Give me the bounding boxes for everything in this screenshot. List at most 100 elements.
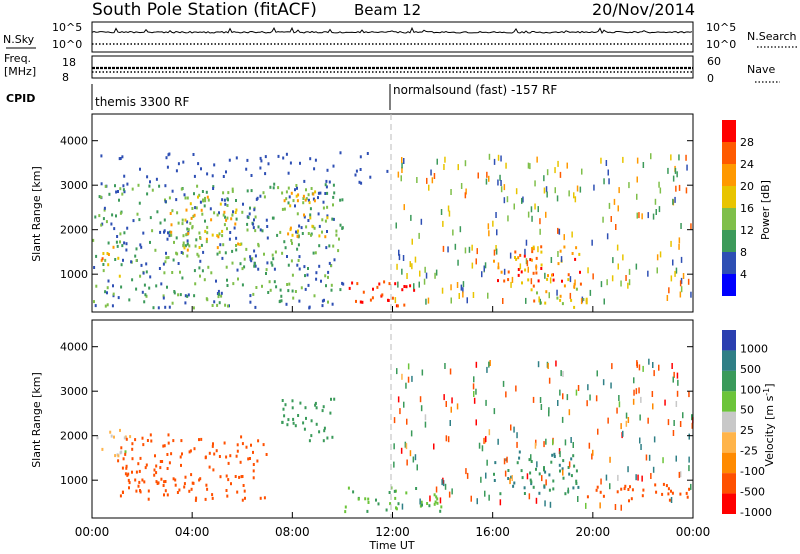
velocity-cell — [292, 417, 295, 421]
power-cell — [299, 161, 301, 165]
power-cell — [312, 197, 315, 201]
power-cell — [164, 305, 167, 309]
power-cell — [181, 222, 184, 226]
power-cell — [256, 196, 259, 200]
velocity-cell — [125, 466, 128, 470]
velocity-cell — [190, 487, 193, 491]
power-cell — [254, 215, 257, 219]
power-cell — [351, 281, 354, 285]
velocity-cell — [572, 486, 575, 490]
velocity-cell — [559, 389, 561, 396]
power-cell — [526, 260, 529, 267]
power-cell — [193, 269, 196, 273]
velocity-colorbar-tick: -25 — [740, 445, 758, 458]
y-tick-label: 2000 — [60, 430, 88, 443]
power-cell — [527, 278, 530, 282]
power-cell — [241, 283, 244, 287]
power-cell — [249, 257, 252, 261]
power-cell — [252, 226, 255, 230]
power-cell — [497, 279, 499, 283]
velocity-cell — [562, 393, 564, 400]
velocity-cell — [507, 469, 510, 472]
velocity-cell — [618, 395, 620, 401]
velocity-cell — [265, 453, 268, 456]
power-cell — [168, 305, 171, 309]
power-cell — [246, 228, 249, 232]
power-cell — [503, 268, 506, 275]
power-cell — [151, 188, 154, 192]
velocity-cell — [405, 443, 408, 450]
y-tick-label: 4000 — [60, 341, 88, 354]
power-cell — [148, 286, 151, 290]
power-cell — [309, 207, 312, 211]
power-cell — [216, 213, 219, 217]
power-cell — [266, 236, 269, 240]
velocity-cell — [163, 480, 166, 484]
power-cell — [585, 299, 588, 303]
power-cell — [674, 167, 677, 174]
power-cell — [295, 194, 298, 198]
power-cell — [296, 199, 299, 203]
power-cell — [579, 282, 582, 286]
velocity-cell — [547, 363, 549, 369]
velocity-cell — [650, 473, 652, 479]
power-cell — [199, 274, 201, 278]
power-cell — [519, 253, 522, 257]
power-cell — [145, 262, 148, 266]
power-cell — [276, 233, 279, 237]
velocity-cell — [625, 412, 628, 419]
velocity-cell — [239, 460, 242, 464]
power-cell — [556, 195, 559, 202]
velocity-cell — [252, 463, 255, 466]
power-cell — [400, 175, 402, 182]
velocity-cell — [188, 450, 191, 454]
power-cell — [679, 291, 682, 298]
velocity-cell — [122, 457, 125, 461]
power-cell — [207, 198, 210, 202]
power-cell — [227, 198, 229, 202]
power-cell — [181, 218, 184, 222]
power-cell — [216, 303, 219, 307]
velocity-cell — [323, 429, 326, 433]
velocity-cell — [568, 461, 571, 468]
power-cell — [527, 211, 530, 218]
velocity-cell — [137, 484, 140, 488]
power-cell — [497, 262, 500, 269]
velocity-cell — [597, 428, 599, 435]
velocity-cell — [204, 455, 207, 459]
velocity-cell — [252, 476, 255, 480]
power-cell — [546, 169, 549, 176]
velocity-cell — [205, 483, 208, 487]
power-cell — [291, 273, 294, 277]
power-cell — [254, 305, 257, 309]
power-cell — [257, 225, 260, 229]
velocity-cell — [393, 443, 395, 450]
velocity-cell — [585, 502, 587, 509]
velocity-cell — [128, 486, 130, 490]
velocity-cell — [229, 454, 232, 458]
velocity-cell — [493, 479, 496, 482]
velocity-cell — [184, 475, 187, 479]
velocity-cell — [287, 418, 290, 422]
power-cell — [406, 273, 408, 279]
power-cell — [533, 299, 536, 303]
velocity-colorbar-tick: 1000 — [740, 342, 768, 355]
velocity-cell — [421, 369, 424, 376]
velocity-cell — [262, 443, 265, 447]
power-cell — [551, 273, 553, 277]
velocity-cell — [195, 496, 198, 500]
velocity-cell — [407, 363, 410, 370]
power-cell — [547, 274, 549, 278]
velocity-cell — [642, 365, 644, 372]
y-tick-label: 3000 — [60, 179, 88, 192]
power-cell — [267, 162, 270, 166]
velocity-cell — [528, 493, 531, 500]
power-cell — [173, 290, 176, 293]
velocity-cell — [640, 444, 642, 450]
velocity-cell — [516, 432, 518, 439]
velocity-cell — [661, 492, 664, 496]
velocity-cell — [166, 493, 169, 497]
velocity-cell — [559, 451, 561, 458]
power-cell — [307, 267, 309, 270]
power-cell — [218, 301, 221, 305]
